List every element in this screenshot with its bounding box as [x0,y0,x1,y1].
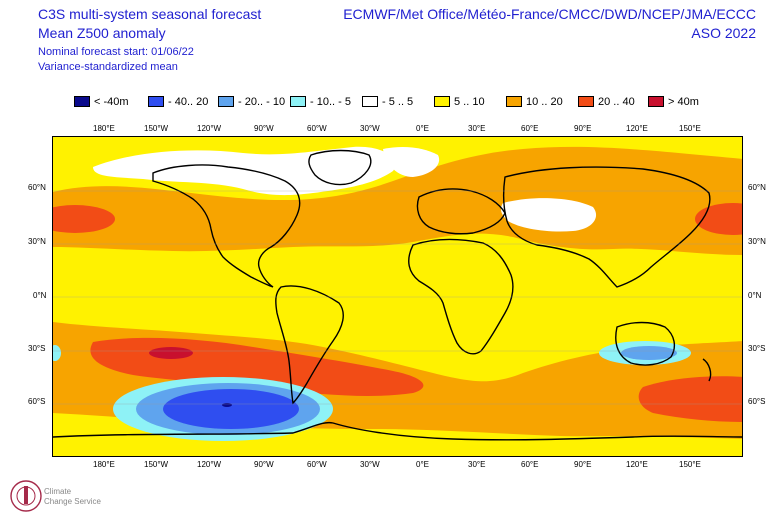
lon-label: 60°W [307,124,327,133]
title-line-2: Mean Z500 anomaly [38,25,166,41]
coast-antarctica [53,421,742,441]
legend-swatch-2 [148,96,164,107]
coast-greenland [308,149,372,186]
anomaly-patch-south-pacific-dark [149,347,193,359]
lon-label: 30°E [468,460,486,469]
graticule [53,190,742,405]
anomaly-patch-west-edge-cyan [53,345,61,361]
lon-label: 120°W [197,460,222,469]
lon-label: 150°E [679,460,701,469]
logo-text-1: Climate [44,487,72,496]
coast-south-america [275,285,344,405]
logo-svg: Climate Change Service [10,480,101,512]
copernicus-logo: Climate Change Service [6,476,116,518]
lon-label: 180°E [93,460,115,469]
coast-europe [416,188,506,235]
logo-outer-ring [10,480,42,512]
subtitle-line-2: Variance-standardized mean [38,61,178,73]
legend-label-4: - 10.. - 5 [310,96,351,108]
lon-label: 180°E [93,124,115,133]
coast-new-zealand [702,358,712,382]
anomaly-area-antarctic-yellow [53,429,742,456]
lon-label: 120°E [626,124,648,133]
lon-label: 30°W [360,124,380,133]
anomaly-area-north-america-white [93,146,396,196]
lat-label: 60°S [28,397,46,406]
anomaly-area-north-atlantic-white [383,147,440,177]
lat-label: 30°S [748,344,766,353]
legend-label-9: > 40m [668,96,699,108]
legend-swatch-9 [648,96,664,107]
lon-label: 150°W [144,124,169,133]
lon-label: 120°W [197,124,222,133]
legend-swatch-3 [218,96,234,107]
map-svg [53,137,742,456]
subtitle-line-1: Nominal forecast start: 01/06/22 [38,46,194,58]
anomaly-area-asia-white [500,198,597,232]
legend-label-2: - 40.. 20 [168,96,209,108]
title-line-1: C3S multi-system seasonal forecast [38,6,262,22]
lon-label: 60°E [521,124,539,133]
coast-north-america [152,164,301,288]
legend-swatch-8 [578,96,594,107]
coast-asia [502,166,711,288]
lat-label: 30°S [28,344,46,353]
lat-label: 60°S [748,397,766,406]
anomaly-area-south-pacific-blue [163,389,299,429]
legend-label-8: 20 .. 40 [598,96,635,108]
lon-label: 150°E [679,124,701,133]
season-label: ASO 2022 [691,25,756,41]
lat-label: 60°N [28,183,46,192]
lon-label: 0°E [416,460,429,469]
legend-label-3: - 20.. - 10 [238,96,286,108]
coastlines [53,149,742,441]
legend-swatch-6 [434,96,450,107]
anomaly-patch-south-east-red [638,376,742,422]
coast-australia [615,321,676,366]
lon-label: 60°E [521,460,539,469]
lat-label: 30°N [28,237,46,246]
legend-swatch-1 [74,96,90,107]
lon-label: 30°W [360,460,380,469]
lon-label: 60°W [307,460,327,469]
lon-label: 0°E [416,124,429,133]
legend-swatch-5 [362,96,378,107]
anomaly-map [52,136,743,457]
logo-text-2: Change Service [44,497,101,506]
legend-label-7: 10 .. 20 [526,96,563,108]
lon-label: 120°E [626,460,648,469]
lon-label: 90°W [254,460,274,469]
anomaly-patch-south-pacific-navy [222,403,232,407]
legend-swatch-7 [506,96,522,107]
lat-label: 60°N [748,183,766,192]
lat-label: 0°N [33,291,47,300]
lon-label: 90°W [254,124,274,133]
legend-label-5: - 5 .. 5 [382,96,414,108]
lon-label: 150°W [144,460,169,469]
lon-label: 90°E [574,124,592,133]
lat-label: 0°N [748,291,762,300]
logo-thermometer [24,486,28,504]
centres-label: ECMWF/Met Office/Météo-France/CMCC/DWD/N… [343,6,756,22]
lat-label: 30°N [748,237,766,246]
legend-label-1: < -40m [94,96,129,108]
anomaly-area-australia-lightblue [621,346,677,360]
lon-label: 90°E [574,460,592,469]
legend-label-6: 5 .. 10 [454,96,485,108]
lon-label: 30°E [468,124,486,133]
legend-swatch-4 [290,96,306,107]
anomaly-patch-north-pacific [53,205,115,233]
